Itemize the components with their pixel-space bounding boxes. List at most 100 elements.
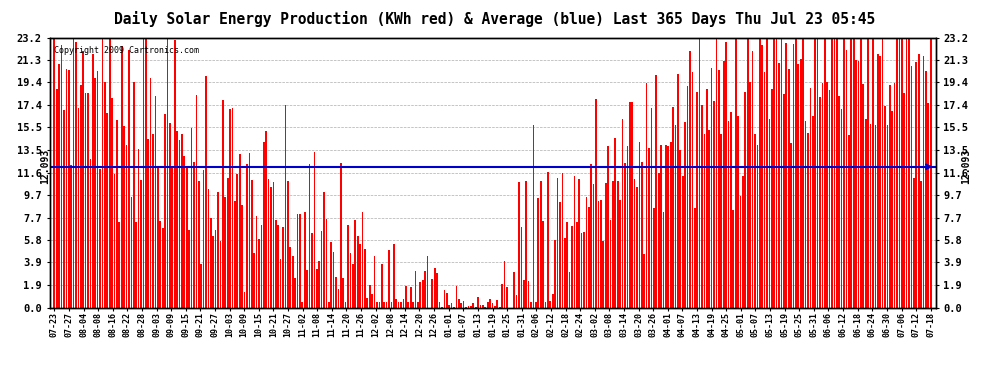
Bar <box>299 214 301 308</box>
Bar <box>138 149 140 308</box>
Bar <box>925 71 927 308</box>
Bar <box>836 36 838 308</box>
Bar <box>718 70 720 308</box>
Bar <box>242 206 243 308</box>
Bar <box>102 30 103 308</box>
Bar <box>590 164 592 308</box>
Bar <box>544 302 546 307</box>
Bar <box>267 179 269 308</box>
Bar <box>465 306 467 308</box>
Bar <box>674 125 676 308</box>
Bar <box>237 174 239 308</box>
Bar <box>526 182 527 308</box>
Bar <box>487 302 488 307</box>
Bar <box>336 277 337 308</box>
Bar <box>369 285 370 308</box>
Bar <box>908 30 910 308</box>
Bar <box>785 43 787 308</box>
Bar <box>361 212 363 308</box>
Bar <box>754 134 755 308</box>
Bar <box>448 305 450 308</box>
Bar <box>827 82 828 308</box>
Bar <box>629 102 631 308</box>
Bar <box>780 30 782 308</box>
Bar <box>63 110 64 308</box>
Bar <box>425 271 426 308</box>
Bar <box>713 101 715 308</box>
Bar <box>504 261 506 308</box>
Bar <box>726 42 727 308</box>
Bar <box>217 192 219 308</box>
Bar <box>607 146 609 308</box>
Bar <box>109 30 111 308</box>
Bar <box>475 307 476 308</box>
Bar <box>489 300 491 307</box>
Bar <box>58 64 60 308</box>
Bar <box>477 297 479 307</box>
Text: 12.093: 12.093 <box>961 149 971 184</box>
Bar <box>169 123 170 308</box>
Bar <box>472 303 474 307</box>
Bar <box>366 298 368 307</box>
Bar <box>761 45 763 308</box>
Bar <box>87 93 89 308</box>
Bar <box>756 145 758 308</box>
Bar <box>183 156 185 308</box>
Bar <box>843 30 844 308</box>
Bar <box>364 249 365 308</box>
Bar <box>612 181 614 308</box>
Bar <box>388 250 390 308</box>
Bar <box>632 102 633 308</box>
Bar <box>121 46 123 308</box>
Bar <box>805 121 807 308</box>
Bar <box>164 114 166 308</box>
Bar <box>913 178 915 308</box>
Bar <box>80 86 81 308</box>
Bar <box>316 269 318 308</box>
Bar <box>331 242 332 308</box>
Bar <box>94 78 96 308</box>
Bar <box>343 278 345 308</box>
Bar <box>119 222 120 308</box>
Bar <box>111 98 113 308</box>
Bar <box>634 179 636 308</box>
Bar <box>738 116 739 308</box>
Bar <box>248 153 250 308</box>
Bar <box>333 252 335 308</box>
Bar <box>326 219 328 308</box>
Bar <box>682 176 683 308</box>
Bar <box>869 124 871 308</box>
Bar <box>865 119 866 308</box>
Bar <box>484 307 486 308</box>
Bar <box>250 180 252 308</box>
Bar <box>306 270 308 308</box>
Bar <box>234 201 236 308</box>
Bar <box>412 302 414 307</box>
Bar <box>533 125 535 308</box>
Bar <box>107 113 108 308</box>
Bar <box>287 181 289 308</box>
Bar <box>289 247 291 308</box>
Bar <box>191 128 192 308</box>
Bar <box>930 30 932 308</box>
Bar <box>701 105 703 308</box>
Bar <box>766 30 768 308</box>
Bar <box>280 259 281 308</box>
Bar <box>186 168 187 308</box>
Bar <box>891 111 893 308</box>
Bar <box>692 72 693 308</box>
Bar <box>810 88 811 308</box>
Bar <box>126 145 128 308</box>
Bar <box>89 159 91 308</box>
Bar <box>576 222 577 308</box>
Bar <box>581 233 582 308</box>
Bar <box>660 146 662 308</box>
Bar <box>887 125 888 308</box>
Bar <box>152 134 153 308</box>
Bar <box>730 112 732 308</box>
Bar <box>867 30 869 308</box>
Bar <box>470 306 471 308</box>
Bar <box>154 96 156 308</box>
Bar <box>193 162 195 308</box>
Bar <box>294 278 296 308</box>
